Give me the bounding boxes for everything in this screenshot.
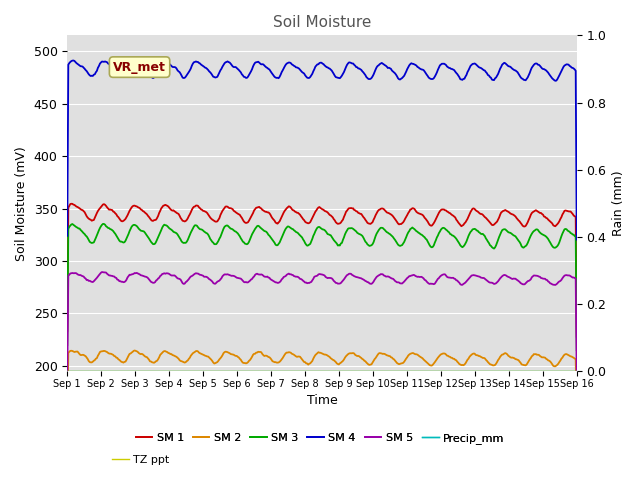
SM 3 [340, 235, 348, 240]
SM 5 [562, 272, 570, 278]
TZ ppt [481, 368, 489, 374]
TZ ppt [305, 368, 313, 374]
SM 2 [307, 360, 314, 366]
SM 1 [307, 219, 314, 225]
Y-axis label: Rain (mm): Rain (mm) [612, 170, 625, 236]
SM 3 [482, 236, 490, 241]
Precip_mm [367, 368, 374, 374]
Legend: TZ ppt: TZ ppt [108, 451, 174, 469]
SM 5 [310, 276, 317, 282]
SM 5 [340, 276, 348, 282]
SM 4 [482, 69, 490, 75]
SM 4 [70, 58, 77, 63]
Legend: SM 1, SM 2, SM 3, SM 4, SM 5, Precip_mm: SM 1, SM 2, SM 3, SM 4, SM 5, Precip_mm [131, 428, 509, 448]
TZ ppt [339, 368, 347, 374]
SM 4 [63, 233, 71, 239]
SM 2 [482, 357, 490, 362]
Line: SM 4: SM 4 [67, 60, 577, 240]
SM 4 [340, 69, 348, 75]
SM 1 [573, 334, 580, 339]
SM 3 [63, 342, 71, 348]
SM 5 [573, 375, 580, 381]
SM 2 [367, 361, 375, 367]
SM 2 [562, 351, 570, 357]
Precip_mm [305, 368, 313, 374]
SM 3 [307, 241, 314, 247]
Precip_mm [63, 368, 71, 374]
Title: Soil Moisture: Soil Moisture [273, 15, 371, 30]
SM 4 [562, 62, 570, 68]
Precip_mm [481, 368, 489, 374]
SM 3 [310, 233, 317, 239]
SM 2 [310, 356, 317, 361]
SM 4 [573, 237, 580, 242]
Line: SM 5: SM 5 [67, 272, 577, 378]
SM 5 [63, 373, 71, 379]
SM 2 [573, 429, 580, 434]
Text: VR_met: VR_met [113, 60, 166, 73]
TZ ppt [573, 368, 580, 374]
SM 2 [131, 348, 138, 353]
Precip_mm [573, 368, 580, 374]
SM 1 [482, 215, 490, 221]
Precip_mm [561, 368, 568, 374]
SM 5 [98, 269, 106, 275]
TZ ppt [308, 368, 316, 374]
Line: SM 1: SM 1 [67, 204, 577, 336]
SM 4 [307, 74, 314, 80]
X-axis label: Time: Time [307, 395, 337, 408]
TZ ppt [561, 368, 568, 374]
SM 2 [340, 357, 348, 362]
SM 1 [63, 328, 71, 334]
SM 1 [68, 201, 76, 207]
SM 3 [99, 221, 107, 227]
Line: SM 3: SM 3 [67, 224, 577, 350]
SM 5 [482, 277, 490, 283]
SM 3 [367, 242, 375, 248]
SM 2 [63, 425, 71, 431]
Precip_mm [308, 368, 316, 374]
SM 4 [367, 75, 375, 81]
Line: SM 2: SM 2 [67, 350, 577, 432]
Y-axis label: Soil Moisture (mV): Soil Moisture (mV) [15, 146, 28, 261]
SM 1 [562, 208, 570, 214]
Precip_mm [339, 368, 347, 374]
SM 4 [310, 68, 317, 74]
TZ ppt [63, 368, 71, 374]
SM 1 [310, 213, 317, 219]
SM 3 [562, 226, 570, 232]
TZ ppt [367, 368, 374, 374]
SM 5 [307, 279, 314, 285]
SM 3 [573, 347, 580, 353]
SM 1 [340, 214, 348, 220]
SM 1 [367, 220, 375, 226]
SM 5 [367, 281, 375, 287]
